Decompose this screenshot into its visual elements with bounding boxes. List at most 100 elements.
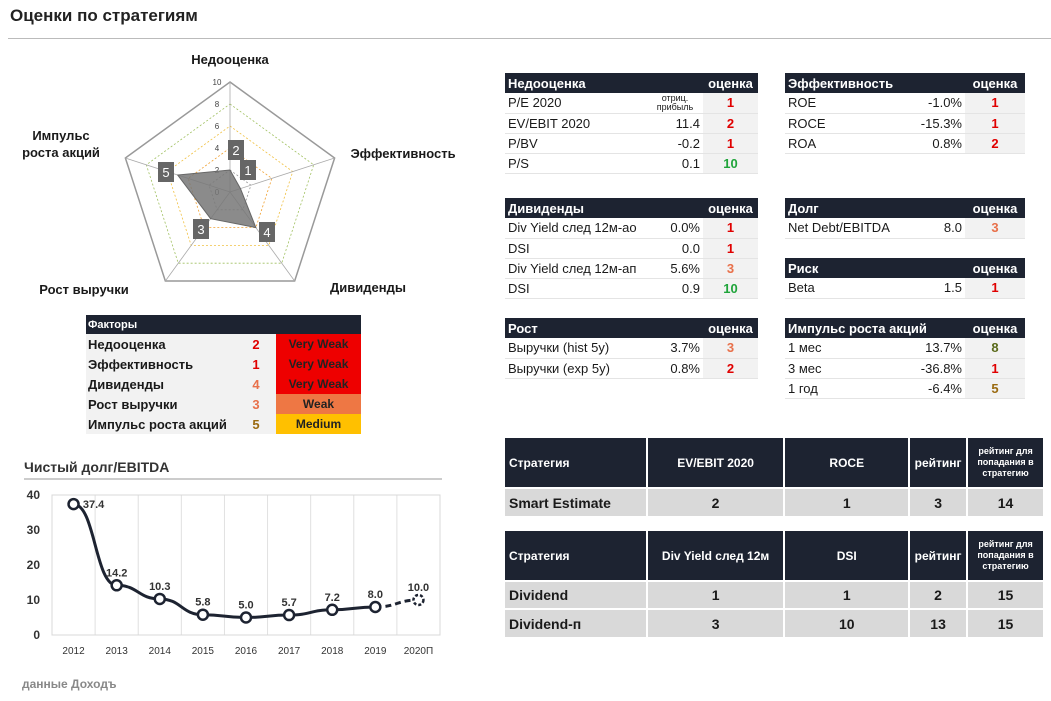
factor-category-badge: Weak bbox=[276, 394, 361, 414]
data-label: 37.4 bbox=[83, 499, 105, 511]
metric-value: 0.1 bbox=[647, 153, 703, 174]
metric-value: 0.9 bbox=[647, 278, 703, 299]
strategy-header: рейтинг bbox=[909, 531, 969, 581]
metric-score: 1 bbox=[703, 93, 758, 114]
table-row: Выручки (exp 5y) 0.8% 2 bbox=[505, 358, 758, 379]
strategy-table-dividend: Стратегия Div Yield след 12м DSI рейтинг рей… bbox=[505, 531, 1045, 637]
strategy-header: Div Yield след 12м bbox=[646, 531, 786, 581]
radar-axis-label: Эффективность bbox=[350, 146, 455, 161]
x-tick-label: 2019 bbox=[364, 646, 387, 657]
factor-row: Эффективность 1 Very Weak bbox=[86, 354, 361, 374]
radar-value-box bbox=[240, 160, 256, 180]
x-tick-label: 2012 bbox=[62, 646, 85, 657]
strategy-header: EV/EBIT 2020 bbox=[646, 438, 786, 488]
strategy-cell: Smart Estimate bbox=[505, 487, 648, 516]
strategy-cell: 1 bbox=[784, 487, 911, 516]
page-title: Оценки по стратегиям bbox=[10, 6, 198, 25]
table-row: Выручки (hist 5y) 3.7% 3 bbox=[505, 338, 758, 359]
y-tick-label: 30 bbox=[27, 523, 41, 537]
table-row: 1 год -6.4% 5 bbox=[785, 378, 1025, 399]
factor-label: Дивиденды bbox=[86, 374, 236, 394]
strategy-header: Стратегия bbox=[505, 438, 648, 488]
strategy-cell: 3 bbox=[646, 608, 786, 637]
metric-name: ROE bbox=[785, 93, 910, 114]
data-label: 10.3 bbox=[149, 581, 170, 593]
x-tick-label: 2013 bbox=[106, 646, 129, 657]
metric-score: 3 bbox=[703, 258, 758, 279]
metric-name: Beta bbox=[785, 278, 910, 299]
data-label: 5.7 bbox=[281, 597, 296, 609]
factor-row: Недооценка 2 Very Weak bbox=[86, 334, 361, 354]
table-title: Риск bbox=[785, 258, 965, 278]
strategy-header: DSI bbox=[784, 531, 911, 581]
strategy-header: ROCE bbox=[784, 438, 911, 488]
strategy-cell: Dividend-п bbox=[505, 608, 648, 637]
metric-value: -15.3% bbox=[910, 113, 965, 134]
radar-tick-label: 6 bbox=[215, 122, 220, 131]
metric-name: ROA bbox=[785, 133, 910, 154]
radar-value-box bbox=[228, 140, 244, 160]
data-label: 8.0 bbox=[368, 589, 383, 601]
x-tick-label: 2020П bbox=[404, 646, 433, 657]
metric-score: 1 bbox=[965, 358, 1025, 379]
strategy-cell: Dividend bbox=[505, 580, 648, 609]
chart-title: Чистый долг/EBITDA bbox=[24, 459, 170, 475]
data-point bbox=[67, 497, 80, 511]
radar-axis-label: роста акций bbox=[22, 145, 100, 160]
score-header: оценка bbox=[965, 318, 1025, 338]
strategy-cell: 10 bbox=[784, 608, 911, 637]
data-label: 14.2 bbox=[106, 567, 127, 579]
factor-label: Импульс роста акций bbox=[86, 414, 236, 434]
metric-value: 0.0% bbox=[647, 218, 703, 239]
table-impuls: Импульс роста акций оценка 1 мес 13.7% 8 3 ме… bbox=[785, 318, 1025, 399]
table-row: ROE -1.0% 1 bbox=[785, 93, 1025, 114]
table-nedootsenka: Недооценка оценка P/E 2020 отриц. прибыль 1 E… bbox=[505, 73, 758, 174]
metric-name: EV/EBIT 2020 bbox=[505, 113, 647, 134]
metric-value: 0.0 bbox=[647, 238, 703, 259]
table-rost: Рост оценка Выручки (hist 5y) 3.7% 3 Выручки … bbox=[505, 318, 758, 379]
table-row: ROCE -15.3% 1 bbox=[785, 113, 1025, 134]
metric-value: 0.8% bbox=[910, 133, 965, 154]
metric-score: 10 bbox=[703, 278, 758, 299]
table-risk: Риск оценка Beta 1.5 1 bbox=[785, 258, 1025, 299]
metric-name: Выручки (hist 5y) bbox=[505, 338, 647, 359]
score-header: оценка bbox=[703, 73, 758, 93]
title-divider bbox=[8, 38, 1051, 39]
factor-category-badge: Very Weak bbox=[276, 354, 361, 374]
radar-tick-label: 8 bbox=[215, 100, 220, 109]
metric-name: Выручки (exp 5y) bbox=[505, 358, 647, 379]
table-row: DSI 0.9 10 bbox=[505, 278, 758, 299]
strategy-row: Smart Estimate 2 1 3 14 bbox=[505, 487, 1045, 516]
metric-value: 1.5 bbox=[910, 278, 965, 299]
metric-name: P/BV bbox=[505, 133, 647, 154]
table-row: DSI 0.0 1 bbox=[505, 238, 758, 259]
radar-value-box bbox=[193, 219, 209, 239]
table-row: EV/EBIT 2020 11.4 2 bbox=[505, 113, 758, 134]
table-row: P/BV -0.2 1 bbox=[505, 133, 758, 154]
metric-value: -0.2 bbox=[647, 133, 703, 154]
table-title: Эффективность bbox=[785, 73, 965, 93]
table-row: P/E 2020 отриц. прибыль 1 bbox=[505, 93, 758, 114]
score-header: оценка bbox=[965, 258, 1025, 278]
data-point bbox=[196, 608, 210, 621]
table-dolg: Долг оценка Net Debt/EBITDA 8.0 3 bbox=[785, 198, 1025, 239]
metric-name: P/E 2020 bbox=[505, 93, 647, 114]
metric-value: отриц. прибыль bbox=[647, 93, 703, 114]
metric-name: Div Yield след 12м-ап bbox=[505, 258, 647, 279]
radar-spoke bbox=[229, 157, 335, 193]
table-row: ROA 0.8% 2 bbox=[785, 133, 1025, 154]
x-tick-label: 2015 bbox=[192, 646, 215, 657]
y-tick-label: 20 bbox=[27, 558, 41, 572]
metric-score: 2 bbox=[965, 133, 1025, 154]
radar-ring bbox=[124, 81, 336, 282]
metric-value: -36.8% bbox=[910, 358, 965, 379]
table-title: Долг bbox=[785, 198, 965, 218]
metric-name: P/S bbox=[505, 153, 647, 174]
metric-value: -1.0% bbox=[910, 93, 965, 114]
metric-value: 11.4 bbox=[647, 113, 703, 134]
metric-name: 1 мес bbox=[785, 338, 910, 359]
metric-name: DSI bbox=[505, 238, 647, 259]
metric-score: 10 bbox=[703, 153, 758, 174]
metric-name: 3 мес bbox=[785, 358, 910, 379]
strategy-row: Dividend-п 3 10 13 15 bbox=[505, 608, 1045, 637]
